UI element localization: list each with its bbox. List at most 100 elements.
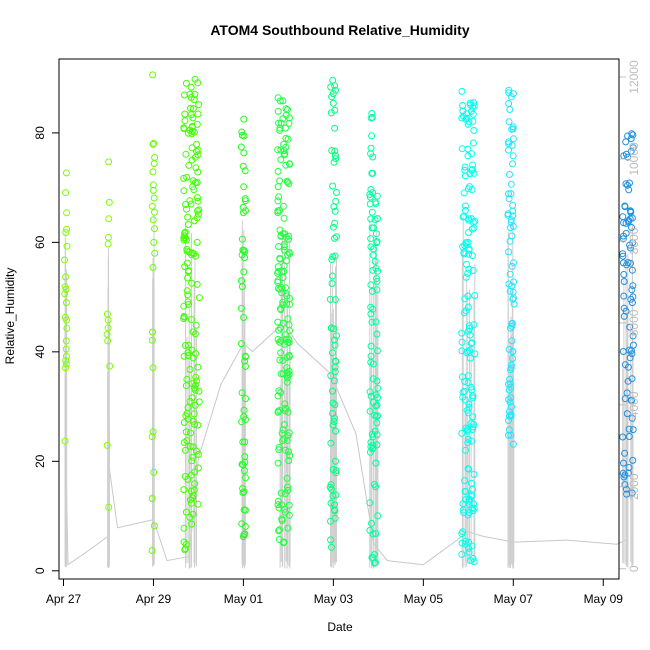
x-axis-label: Date <box>327 620 353 634</box>
data-point <box>465 265 473 273</box>
data-point <box>621 481 629 489</box>
data-point <box>286 452 294 460</box>
data-point <box>276 305 284 313</box>
data-point <box>509 152 517 160</box>
data-point <box>285 501 293 509</box>
data-point <box>505 417 512 424</box>
data-point <box>184 291 192 299</box>
data-point <box>328 93 336 101</box>
data-point <box>624 181 631 189</box>
y2-tick-label: 4000 <box>627 391 641 418</box>
data-point <box>371 559 378 567</box>
data-point <box>458 530 466 538</box>
data-point <box>372 483 380 491</box>
data-point <box>507 324 514 332</box>
data-point <box>368 318 376 326</box>
data-point <box>372 264 380 272</box>
data-point <box>331 234 338 242</box>
data-point <box>187 104 194 112</box>
data-point <box>620 459 627 467</box>
data-point <box>628 489 636 497</box>
data-point <box>185 300 192 308</box>
data-point <box>184 341 192 349</box>
data-point <box>465 400 473 408</box>
data-point <box>505 280 513 288</box>
data-point <box>505 138 513 146</box>
data-point <box>283 364 291 372</box>
y-tick-label: 40 <box>33 345 47 359</box>
data-point <box>465 245 473 253</box>
data-point <box>506 270 514 278</box>
data-point <box>240 247 248 254</box>
data-point <box>468 437 475 445</box>
data-point <box>331 207 339 215</box>
data-point <box>193 194 201 202</box>
data-point <box>187 499 195 507</box>
data-point <box>148 202 156 210</box>
data-point <box>280 421 288 429</box>
data-point <box>507 190 515 198</box>
data-point <box>369 153 377 161</box>
data-point <box>192 252 200 260</box>
data-point <box>283 474 291 482</box>
data-point <box>278 289 286 297</box>
data-point <box>373 192 381 200</box>
data-point <box>327 543 335 551</box>
data-point <box>470 127 478 134</box>
data-point <box>371 559 379 566</box>
data-point <box>460 189 468 197</box>
data-point <box>105 198 113 206</box>
data-point <box>470 321 478 329</box>
data-point <box>369 375 377 383</box>
data-point <box>510 300 518 308</box>
data-point <box>282 331 289 339</box>
data-point <box>186 513 194 521</box>
data-point <box>238 235 246 243</box>
data-point <box>329 99 337 107</box>
data-point <box>367 342 375 350</box>
data-point <box>186 398 194 405</box>
data-point <box>194 146 202 154</box>
data-point <box>371 411 379 419</box>
data-point <box>192 350 199 357</box>
data-point <box>622 229 630 237</box>
data-point <box>240 488 248 496</box>
data-point <box>105 158 113 166</box>
data-point <box>274 278 282 286</box>
data-point <box>465 250 473 258</box>
data-point <box>458 338 466 346</box>
data-point <box>620 312 628 320</box>
data-point <box>461 378 469 385</box>
data-point <box>468 386 475 394</box>
data-point <box>279 202 287 210</box>
data-point <box>238 418 246 426</box>
data-point <box>371 257 379 265</box>
y2-tick-label: 8000 <box>627 227 641 254</box>
data-point <box>181 473 189 480</box>
data-point <box>464 439 472 447</box>
data-point <box>188 394 196 402</box>
data-point <box>104 324 112 332</box>
data-point <box>368 445 376 453</box>
data-point <box>279 298 287 306</box>
data-point <box>471 292 479 299</box>
data-point <box>624 469 632 477</box>
data-point <box>460 212 468 220</box>
data-point <box>190 410 198 418</box>
data-point <box>277 232 285 240</box>
data-point <box>280 214 288 222</box>
data-point <box>506 171 513 178</box>
data-point <box>329 410 337 417</box>
data-point <box>367 310 375 318</box>
data-point <box>184 349 192 357</box>
data-point <box>181 545 189 553</box>
data-point <box>469 423 477 431</box>
data-point <box>149 364 157 372</box>
data-point <box>189 417 197 425</box>
data-point <box>628 299 636 307</box>
data-point <box>332 491 340 499</box>
data-point <box>240 314 248 321</box>
data-point <box>368 430 376 438</box>
data-point <box>622 180 630 188</box>
data-point <box>459 506 467 514</box>
